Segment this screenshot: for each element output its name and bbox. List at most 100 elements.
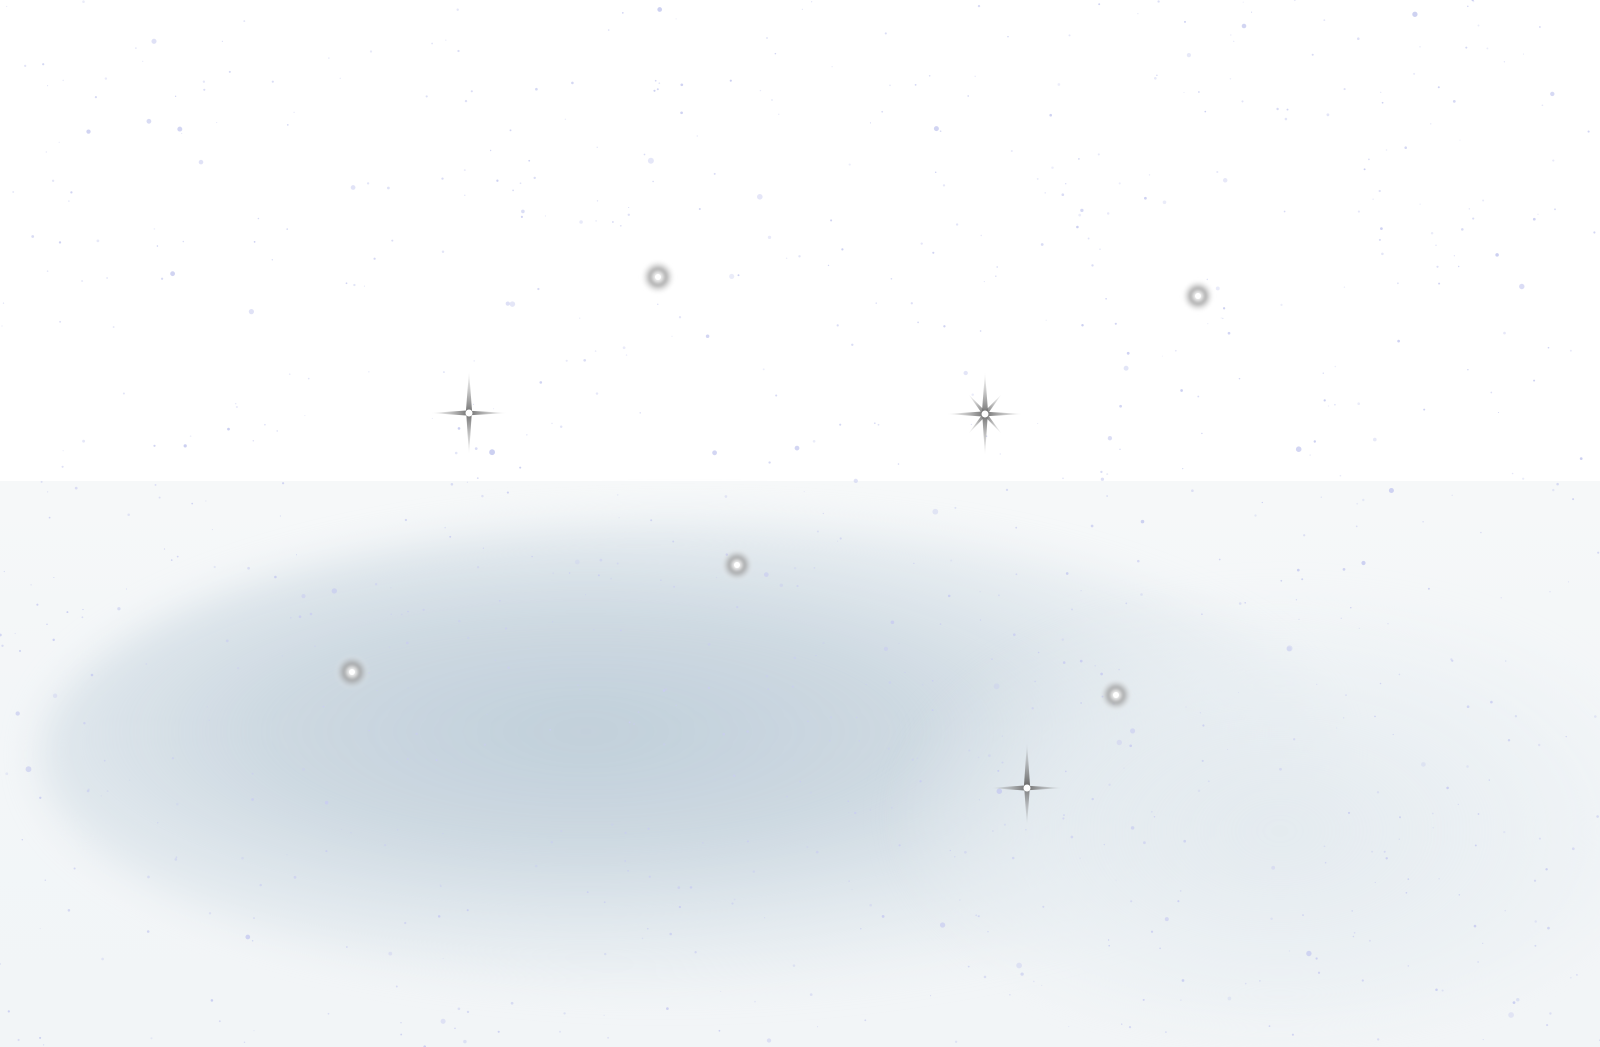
- dust-speck: [46, 270, 49, 272]
- dust-speck: [828, 739, 831, 742]
- dust-speck: [158, 496, 161, 499]
- dust-speck: [639, 412, 641, 414]
- dust-speck: [1198, 91, 1200, 93]
- dust-speck: [715, 576, 718, 579]
- dust-speck: [1374, 881, 1376, 884]
- dust-speck: [1201, 759, 1204, 762]
- dust-speck: [458, 619, 461, 623]
- dust-speck: [1512, 1001, 1516, 1004]
- dust-speck: [660, 579, 662, 581]
- dust-speck: [999, 453, 1001, 455]
- dust-speck: [673, 585, 676, 588]
- dust-speck: [1516, 997, 1520, 1002]
- dust-speck: [884, 32, 887, 35]
- dust-speck: [243, 1041, 246, 1044]
- dust-speck: [1490, 391, 1493, 394]
- dust-speck: [696, 135, 698, 137]
- dust-speck: [727, 779, 729, 781]
- dust-speck: [604, 952, 607, 956]
- dust-speck: [1532, 217, 1536, 221]
- dust-speck: [1486, 47, 1489, 50]
- dust-speck: [707, 686, 711, 690]
- dust-speck: [658, 82, 661, 85]
- dust-speck: [786, 795, 788, 798]
- dust-speck: [1457, 265, 1460, 268]
- dust-speck: [46, 623, 48, 626]
- dust-speck: [1322, 372, 1325, 374]
- dust-speck: [1459, 139, 1461, 141]
- dust-speck: [1313, 440, 1316, 443]
- dust-speck: [497, 1030, 500, 1033]
- dust-speck: [854, 811, 857, 815]
- dust-speck: [1227, 748, 1229, 750]
- dust-speck: [1204, 110, 1207, 113]
- dust-speck: [0, 963, 1, 965]
- dust-speck: [504, 627, 508, 630]
- dust-speck: [1419, 203, 1421, 205]
- dust-speck: [512, 189, 514, 192]
- dust-speck: [983, 281, 985, 283]
- dust-speck: [1090, 524, 1094, 528]
- dust-speck: [327, 1012, 330, 1015]
- dust-speck: [521, 209, 525, 214]
- dust-speck: [1015, 573, 1018, 576]
- dust-speck: [383, 843, 387, 847]
- dust-speck: [1107, 436, 1113, 441]
- dust-speck: [1119, 404, 1122, 408]
- dust-speck: [366, 182, 370, 185]
- dust-speck: [809, 791, 812, 794]
- dust-speck: [796, 584, 799, 588]
- dust-speck: [1161, 355, 1163, 357]
- dust-speck: [1011, 856, 1015, 860]
- dust-speck: [395, 985, 398, 988]
- dust-speck: [1157, 0, 1160, 3]
- dust-speck: [917, 321, 919, 324]
- dust-speck: [1037, 422, 1039, 425]
- dust-speck: [977, 4, 981, 8]
- dust-speck: [288, 373, 291, 376]
- dust-speck: [991, 658, 993, 660]
- dust-speck: [460, 761, 463, 763]
- dust-speck: [1063, 814, 1065, 817]
- dust-speck: [42, 63, 45, 66]
- dust-speck: [271, 259, 273, 261]
- dust-speck: [18, 649, 22, 653]
- dust-speck: [722, 732, 726, 736]
- dust-speck: [778, 113, 780, 115]
- dust-speck: [264, 423, 266, 426]
- dust-speck: [848, 811, 850, 814]
- dust-speck: [1547, 926, 1550, 930]
- dust-speck: [368, 729, 370, 732]
- dust-speck: [822, 512, 824, 515]
- dust-speck: [1065, 183, 1067, 185]
- dust-speck: [793, 567, 797, 570]
- dust-speck: [147, 875, 150, 879]
- dust-speck: [1511, 472, 1514, 475]
- dust-speck: [1427, 587, 1430, 590]
- sparkle-icon: [947, 372, 1023, 456]
- dust-speck: [17, 1038, 20, 1042]
- dust-speck: [933, 126, 939, 132]
- dust-speck: [1565, 735, 1567, 738]
- dust-speck: [1594, 715, 1597, 718]
- dust-speck: [1421, 762, 1426, 767]
- dust-speck: [1437, 86, 1440, 89]
- dust-speck: [1061, 193, 1065, 196]
- dust-speck: [1230, 34, 1232, 36]
- dust-speck: [101, 957, 104, 961]
- dust-speck: [807, 720, 809, 723]
- dust-speck: [705, 334, 710, 339]
- dust-speck: [157, 822, 159, 824]
- dust-speck: [387, 186, 390, 190]
- dust-speck: [883, 646, 889, 652]
- dust-speck: [1466, 705, 1470, 709]
- dust-speck: [1116, 739, 1123, 746]
- dust-speck: [42, 1044, 45, 1046]
- dust-speck: [954, 506, 957, 509]
- dust-speck: [1579, 457, 1583, 460]
- dust-speck: [1159, 947, 1161, 950]
- dust-speck: [618, 517, 620, 519]
- dust-speck: [881, 915, 885, 918]
- dust-speck: [151, 38, 157, 44]
- dust-speck: [457, 49, 460, 53]
